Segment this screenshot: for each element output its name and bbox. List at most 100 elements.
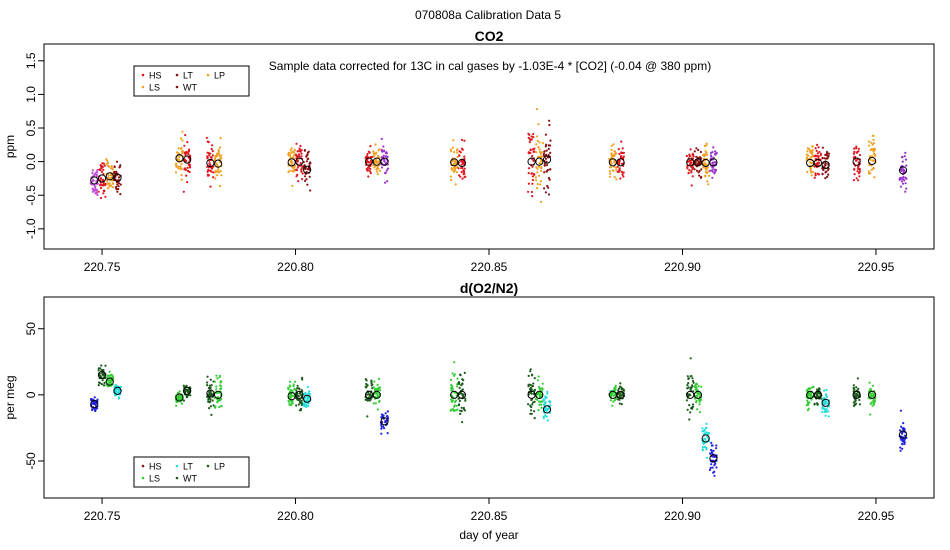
data-point	[182, 190, 185, 193]
data-point	[539, 391, 542, 394]
group-mean-marker	[821, 160, 830, 170]
data-point	[704, 438, 707, 442]
x-tick-label: 220.75	[84, 260, 121, 274]
x-tick-label: 220.75	[84, 509, 121, 523]
data-point	[207, 398, 210, 401]
data-point	[185, 174, 188, 177]
data-point	[289, 149, 292, 152]
data-point	[705, 422, 708, 425]
data-point	[308, 168, 311, 171]
data-point	[366, 152, 369, 156]
data-point	[292, 156, 295, 159]
group-mean-marker	[450, 390, 459, 399]
data-point	[612, 400, 615, 403]
data-point	[702, 429, 705, 433]
data-point	[805, 389, 808, 392]
data-point	[536, 108, 539, 111]
data-point	[614, 386, 617, 389]
data-point	[180, 162, 183, 165]
data-point	[538, 387, 541, 391]
data-point	[536, 187, 539, 190]
data-point	[857, 147, 860, 150]
data-point	[714, 170, 717, 173]
data-point	[184, 167, 187, 170]
y-tick-label: -1.0	[24, 218, 38, 239]
data-point	[99, 169, 102, 172]
data-point	[808, 401, 811, 404]
data-point	[533, 417, 536, 420]
data-point	[705, 142, 708, 145]
data-point	[380, 166, 384, 169]
data-point	[450, 384, 453, 387]
data-point	[856, 377, 860, 380]
data-point	[691, 175, 694, 178]
data-point	[543, 409, 547, 412]
data-point	[220, 154, 223, 157]
data-point	[701, 427, 704, 430]
data-point	[713, 464, 716, 467]
data-point	[816, 393, 819, 396]
data-point	[539, 152, 542, 155]
data-point	[824, 393, 828, 396]
data-point	[530, 388, 534, 391]
data-point	[462, 393, 465, 396]
data-point	[307, 150, 310, 153]
data-point	[186, 181, 189, 184]
data-point	[461, 177, 464, 180]
data-point	[619, 385, 622, 388]
data-point	[546, 419, 549, 422]
data-point	[365, 167, 368, 171]
data-point	[827, 415, 830, 418]
data-point	[689, 148, 692, 151]
data-point	[710, 169, 714, 172]
data-point	[110, 165, 113, 168]
data-point	[380, 427, 383, 430]
data-point	[456, 408, 459, 411]
data-point	[527, 403, 530, 406]
data-point	[287, 388, 290, 391]
data-point	[688, 418, 691, 421]
data-point	[547, 153, 550, 157]
data-point	[304, 396, 307, 399]
y-tick-label: 1.0	[24, 86, 38, 103]
data-point	[852, 401, 855, 404]
data-point	[376, 392, 379, 395]
data-point	[903, 155, 907, 158]
data-point	[95, 173, 98, 176]
data-point	[108, 182, 111, 185]
data-point	[695, 388, 698, 391]
data-point	[175, 404, 178, 407]
data-point	[545, 164, 549, 167]
data-point	[622, 175, 625, 178]
data-point	[538, 141, 541, 144]
data-point	[711, 455, 714, 458]
data-point	[208, 407, 211, 410]
annotation: Sample data corrected for 13C in cal gas…	[269, 59, 711, 73]
data-point	[715, 466, 718, 469]
data-point	[188, 170, 191, 174]
data-point	[106, 159, 109, 162]
data-point	[867, 170, 871, 173]
data-point	[184, 134, 187, 137]
group-mean-marker	[183, 386, 192, 395]
data-point	[99, 186, 103, 190]
data-point	[207, 396, 210, 400]
data-point	[858, 175, 861, 178]
data-point	[530, 405, 533, 409]
legend-marker	[141, 464, 145, 468]
data-point	[703, 445, 706, 449]
data-point	[457, 403, 461, 406]
data-point	[370, 380, 373, 384]
data-point	[455, 149, 458, 152]
data-point	[450, 400, 453, 403]
data-point	[701, 446, 705, 449]
data-point	[530, 190, 534, 194]
data-point	[376, 394, 379, 397]
data-point	[810, 398, 813, 401]
data-point	[106, 376, 109, 379]
data-point	[180, 146, 183, 149]
data-point	[536, 139, 539, 142]
data-point	[622, 389, 625, 392]
data-point	[206, 375, 209, 378]
